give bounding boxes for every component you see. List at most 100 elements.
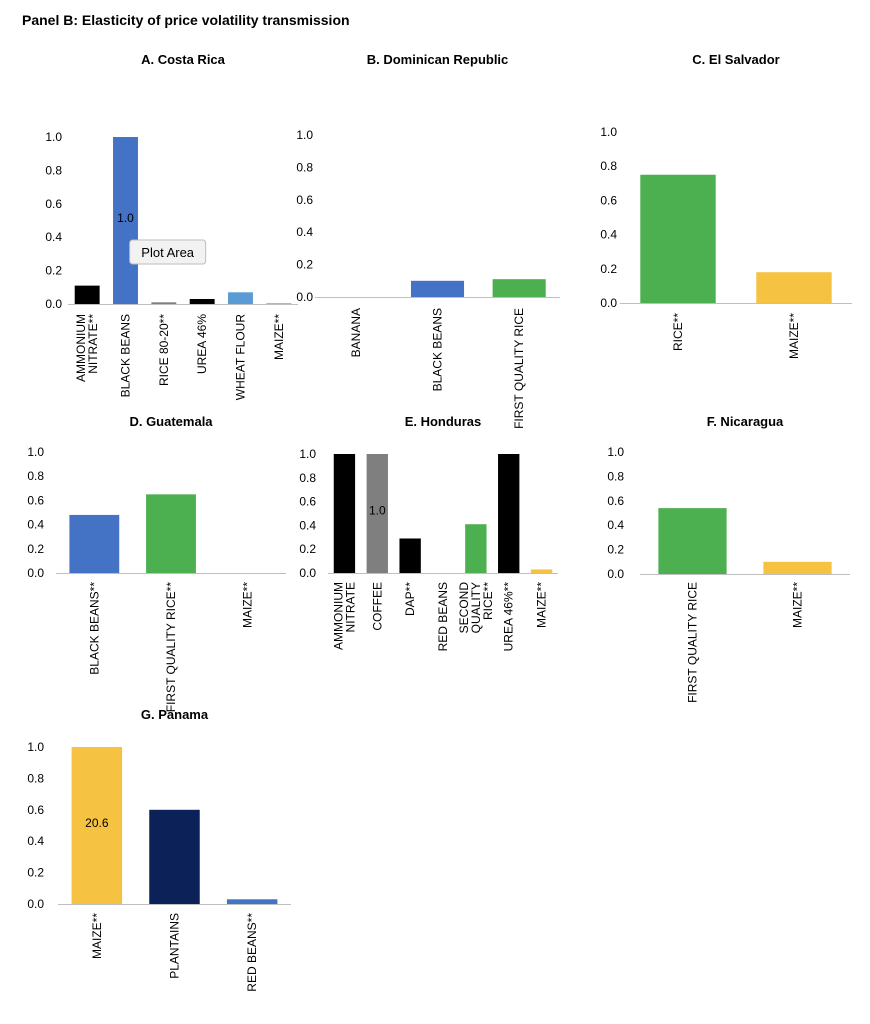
x-tick-label: AMMONIUMNITRATE — [331, 582, 357, 650]
chart-nicaragua[interactable]: F. Nicaragua 0.0 0.2 0.4 0.6 0.8 1.0 FIRST QUAL… — [600, 412, 860, 712]
chart-dominican-republic[interactable]: B. Dominican Republic 0.0 0.2 0.4 0.6 0.8 1.0 B… — [295, 50, 565, 429]
bar-plantains — [149, 809, 200, 904]
y-tick-label: 0.4 — [27, 834, 44, 848]
y-tick-label: 0.6 — [607, 494, 624, 508]
x-tick-label: MAIZE** — [90, 913, 104, 959]
y-tick-label: 0.4 — [45, 230, 62, 244]
x-tick-label: RED BEANS — [436, 582, 450, 651]
y-tick-label: 0.2 — [45, 264, 62, 278]
x-tick-label: RICE 80-20** — [157, 314, 171, 386]
y-tick-label: 1.0 — [296, 128, 313, 142]
chart-svg-nicaragua: F. Nicaragua 0.0 0.2 0.4 0.6 0.8 1.0 FIRST QUAL… — [607, 414, 850, 703]
y-tick-label: 0.6 — [299, 495, 316, 509]
bar-black-beans — [113, 137, 138, 304]
y-tick-label: 0.0 — [27, 566, 44, 580]
y-tick-label: 0.8 — [27, 771, 44, 785]
y-tick-label: 0.2 — [607, 543, 624, 557]
bar-black-beans — [410, 280, 465, 297]
bar-second-quality-rice — [465, 524, 487, 573]
y-tick-label: 0.4 — [296, 225, 313, 239]
y-tick-label: 1.0 — [27, 445, 44, 459]
y-tick-label: 0.2 — [299, 542, 316, 556]
bar-maize — [763, 561, 832, 574]
y-tick-label: 0.8 — [45, 163, 62, 177]
x-tick-label: MAIZE** — [791, 582, 805, 628]
chart-costa-rica[interactable]: A. Costa Rica 0.0 0.2 0.4 0.6 0.8 1.0 1.0 AMMONI… — [20, 50, 298, 400]
x-tick-label: RED BEANS** — [245, 913, 259, 992]
bar-data-label: 20.6 — [85, 816, 109, 830]
y-tick-label: 0.0 — [607, 567, 624, 581]
chart-svg-honduras: E. Honduras 0.0 0.2 0.4 0.6 0.8 1.0 1.0 AMMONIUM… — [299, 414, 558, 651]
chart-svg-el-salvador: C. El Salvador 0.0 0.2 0.4 0.6 0.8 1.0 RICE** MA… — [600, 52, 852, 359]
chart-guatemala[interactable]: D. Guatemala 0.0 0.2 0.4 0.6 0.8 1.0 BLACK BEAN… — [20, 412, 286, 712]
bar-rice — [640, 174, 716, 303]
bar-maize — [71, 747, 123, 904]
y-tick-label: 0.4 — [27, 518, 44, 532]
y-tick-label: 0.0 — [299, 566, 316, 580]
x-tick-label: FIRST QUALITY RICE — [512, 308, 526, 429]
x-tick-label: MAIZE** — [787, 313, 801, 359]
x-tick-label: RICE** — [671, 313, 685, 351]
chart-honduras[interactable]: E. Honduras 0.0 0.2 0.4 0.6 0.8 1.0 1.0 AMMONIUM… — [292, 412, 572, 692]
x-tick-label: MAIZE** — [272, 314, 286, 360]
chart-svg-panama: G. Panama 0.0 0.2 0.4 0.6 0.8 1.0 20.6 MAIZE** PL… — [27, 707, 291, 992]
bar-wheat-flour — [228, 292, 253, 304]
bar-ammonium-nitrate — [74, 285, 100, 304]
y-tick-label: 0.8 — [600, 159, 617, 173]
y-tick-label: 0.0 — [296, 290, 313, 304]
y-tick-label: 0.4 — [299, 518, 316, 532]
chart-title: B. Dominican Republic — [367, 52, 509, 67]
x-tick-label: FIRST QUALITY RICE** — [164, 582, 178, 713]
bar-first-quality-rice — [492, 279, 546, 297]
y-tick-label: 0.2 — [27, 542, 44, 556]
y-tick-label: 0.2 — [27, 866, 44, 880]
tooltip-box — [129, 239, 207, 265]
bar-maize — [266, 303, 292, 305]
x-tick-label: FIRST QUALITY RICE — [686, 582, 700, 703]
chart-title: D. Guatemala — [129, 414, 213, 429]
y-tick-label: 0.8 — [299, 471, 316, 485]
chart-title: F. Nicaragua — [707, 414, 784, 429]
bar-urea-46 — [498, 454, 520, 573]
bar-first-quality-rice — [146, 494, 196, 573]
bar-ammonium-nitrate — [333, 454, 356, 573]
bar-data-label: 1.0 — [369, 504, 386, 518]
x-tick-label: PLANTAINS — [168, 913, 182, 979]
y-tick-label: 0.2 — [600, 262, 617, 276]
y-tick-label: 0.8 — [296, 160, 313, 174]
y-tick-label: 0.0 — [27, 897, 44, 911]
chart-svg-costa-rica: A. Costa Rica 0.0 0.2 0.4 0.6 0.8 1.0 1.0 AMMONI… — [45, 52, 298, 400]
bar-first-quality-rice — [658, 508, 727, 574]
y-tick-label: 0.6 — [27, 493, 44, 507]
x-tick-label: WHEAT FLOUR — [234, 314, 248, 401]
x-tick-label: BANANA — [349, 308, 363, 357]
chart-el-salvador[interactable]: C. El Salvador 0.0 0.2 0.4 0.6 0.8 1.0 RICE** MA… — [590, 50, 860, 359]
x-tick-label: BLACK BEANS — [119, 314, 133, 397]
chart-title: G. Panama — [141, 707, 209, 722]
bar-rice-80-20 — [151, 302, 177, 304]
y-tick-label: 1.0 — [299, 447, 316, 461]
y-tick-label: 0.8 — [607, 469, 624, 483]
chart-title: C. El Salvador — [692, 52, 779, 67]
y-tick-label: 0.0 — [45, 297, 62, 311]
bar-maize — [756, 272, 832, 303]
tooltip-text: Plot Area — [141, 245, 195, 260]
chart-title: A. Costa Rica — [141, 52, 226, 67]
bar-maize — [530, 569, 553, 573]
y-tick-label: 0.6 — [296, 193, 313, 207]
y-tick-label: 0.2 — [296, 258, 313, 272]
y-tick-label: 0.0 — [600, 296, 617, 310]
chart-panama[interactable]: G. Panama 0.0 0.2 0.4 0.6 0.8 1.0 20.6 MAIZE** PL… — [20, 705, 300, 1005]
bar-black-beans — [69, 514, 120, 573]
y-tick-label: 0.8 — [27, 469, 44, 483]
panel-title: Panel B: Elasticity of price volatility … — [22, 12, 350, 28]
x-tick-label: BLACK BEANS — [431, 308, 445, 391]
y-tick-label: 0.6 — [45, 197, 62, 211]
y-tick-label: 1.0 — [45, 130, 62, 144]
y-tick-label: 0.6 — [27, 803, 44, 817]
bar-red-beans — [226, 899, 278, 904]
y-tick-label: 1.0 — [600, 125, 617, 139]
x-tick-label: COFFEE — [370, 582, 384, 631]
bar-urea-46 — [189, 298, 215, 304]
chart-svg-dominican-republic: B. Dominican Republic 0.0 0.2 0.4 0.6 0.8 1.0 B… — [296, 52, 560, 429]
